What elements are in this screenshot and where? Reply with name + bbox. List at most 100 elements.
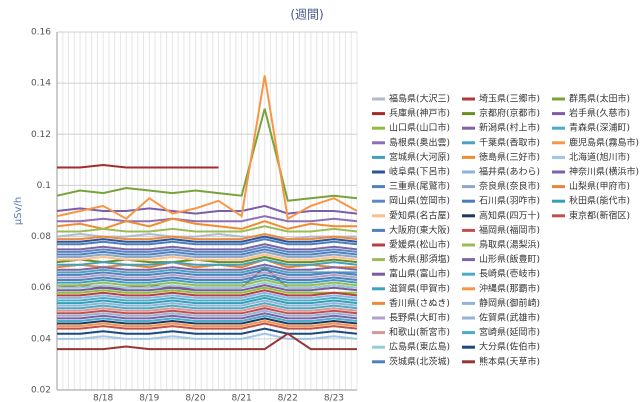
series-line	[57, 332, 358, 340]
series-line	[57, 276, 358, 284]
legend-label: 長崎県(壱岐市)	[479, 268, 540, 280]
series-line	[57, 294, 358, 302]
legend-label: 鹿児島県(霧島市)	[569, 136, 639, 148]
legend-label: 福井県(あわら)	[479, 166, 540, 178]
series-line	[57, 263, 358, 271]
series-line	[57, 332, 357, 351]
legend-label: 愛媛県(松山市)	[389, 239, 450, 251]
series-line	[56, 204, 358, 215]
series-line	[57, 243, 358, 251]
series-line	[57, 317, 358, 325]
legend-label: 鳥取県(湯梨浜)	[479, 239, 540, 251]
series-line	[57, 250, 358, 258]
legend-label: 和歌山(新宮市)	[389, 326, 450, 338]
legend-label: 青森県(深浦町)	[569, 122, 630, 134]
series-line	[57, 258, 358, 266]
legend-label: 岐阜県(下呂市)	[389, 166, 450, 178]
series-line	[57, 273, 358, 281]
series-line	[57, 327, 358, 335]
y-tick-label: 0.08	[31, 232, 51, 242]
legend-label: 新潟県(村上市)	[479, 122, 540, 134]
legend-label: 奈良県(奈良市)	[479, 180, 540, 192]
legend-label: 山口県(山口市)	[389, 122, 450, 134]
chart-title: (週間)	[290, 8, 323, 22]
series-line	[57, 304, 358, 312]
legend-label: 秋田県(能代市)	[569, 195, 630, 207]
legend-label: 香川県(さぬき)	[389, 298, 450, 309]
y-tick-label: 0.04	[31, 334, 51, 344]
series-line	[57, 215, 358, 223]
x-tick-label: 8/19	[139, 394, 159, 402]
series-line	[57, 248, 358, 256]
legend-label: 熊本県(天草市)	[479, 355, 540, 367]
x-tick-label: 8/18	[93, 394, 113, 402]
series-line	[57, 245, 358, 253]
legend-label: 京都府(京都市)	[479, 107, 540, 119]
legend-label: 埼玉県(三郷市)	[479, 93, 540, 105]
series-line	[56, 108, 358, 202]
series-line	[56, 75, 358, 221]
legend-label: 神奈川県(横浜市)	[569, 166, 639, 178]
legend-label: 福島県(大沢三)	[389, 93, 450, 105]
legend-label: 高知県(四万十)	[479, 209, 540, 221]
legend-label: 三重県(尾鷲市)	[389, 180, 450, 192]
series-line	[57, 232, 358, 241]
legend-label: 石川県(羽咋市)	[479, 195, 540, 207]
y-tick-label: 0.06	[31, 283, 51, 293]
legend-label: 茨城県(北茨城)	[389, 355, 450, 367]
series-line	[57, 286, 357, 294]
legend-label: 静岡県(御前崎)	[479, 297, 540, 309]
series-line	[57, 302, 358, 310]
legend-label: 愛知県(名古屋)	[389, 209, 450, 221]
legend-label: 島根県(奥出雲)	[389, 136, 450, 148]
series-line	[57, 253, 358, 261]
series-line	[57, 289, 358, 297]
legend-label: 大阪府(東大阪)	[389, 224, 450, 236]
series-line	[57, 238, 358, 246]
y-tick-label: 0.16	[31, 28, 51, 38]
legend-label: 東京都(新宿区)	[569, 209, 630, 221]
series-line	[57, 278, 358, 287]
y-tick-label: 0.02	[31, 386, 51, 396]
series-line	[57, 309, 358, 317]
series-line	[57, 314, 358, 322]
series-line	[57, 299, 358, 307]
legend-label: 群馬県(太田市)	[569, 93, 630, 105]
legend-label: 山形県(飯豊町)	[479, 253, 540, 265]
series-line	[57, 322, 358, 330]
x-tick-label: 8/21	[232, 394, 252, 402]
series-line	[57, 235, 358, 243]
legend-label: 滋賀県(甲賀市)	[389, 282, 450, 294]
series-line	[56, 217, 357, 230]
y-axis-label: μSv/h	[13, 197, 24, 225]
y-tick-label: 0.1	[37, 181, 51, 191]
series-line	[57, 284, 358, 292]
series-line	[57, 268, 358, 276]
legend-label: 栃木県(那須塩)	[389, 253, 450, 265]
legend-label: 富山県(富山市)	[389, 268, 450, 280]
legend-label: 北海道(旭川市)	[569, 151, 630, 163]
legend-label: 千葉県(香取市)	[479, 136, 540, 148]
legend-label: 佐賀県(武雄市)	[479, 312, 540, 324]
series-line	[57, 266, 357, 274]
y-tick-label: 0.14	[31, 79, 51, 89]
series-line	[57, 307, 358, 315]
legend-label: 山梨県(甲府市)	[569, 180, 630, 192]
legend-label: 徳島県(三好市)	[479, 151, 540, 163]
legend-label: 岡山県(笠岡市)	[389, 195, 450, 207]
x-tick-label: 8/20	[185, 394, 205, 402]
series-line	[57, 281, 358, 289]
y-tick-label: 0.12	[31, 130, 51, 140]
x-tick-label: 8/22	[278, 394, 298, 402]
x-tick-label: 8/23	[324, 394, 344, 402]
legend-label: 岩手県(久慈市)	[569, 107, 630, 119]
series-line	[57, 291, 358, 299]
series-line	[57, 271, 358, 279]
series-line	[57, 319, 358, 328]
legend-label: 長野県(大町市)	[389, 312, 450, 324]
series-line	[57, 225, 358, 233]
legend-label: 大分県(佐伯市)	[479, 341, 540, 353]
legend-label: 沖縄県(那覇市)	[479, 282, 540, 294]
legend-label: 広島県(東広島)	[389, 341, 450, 353]
